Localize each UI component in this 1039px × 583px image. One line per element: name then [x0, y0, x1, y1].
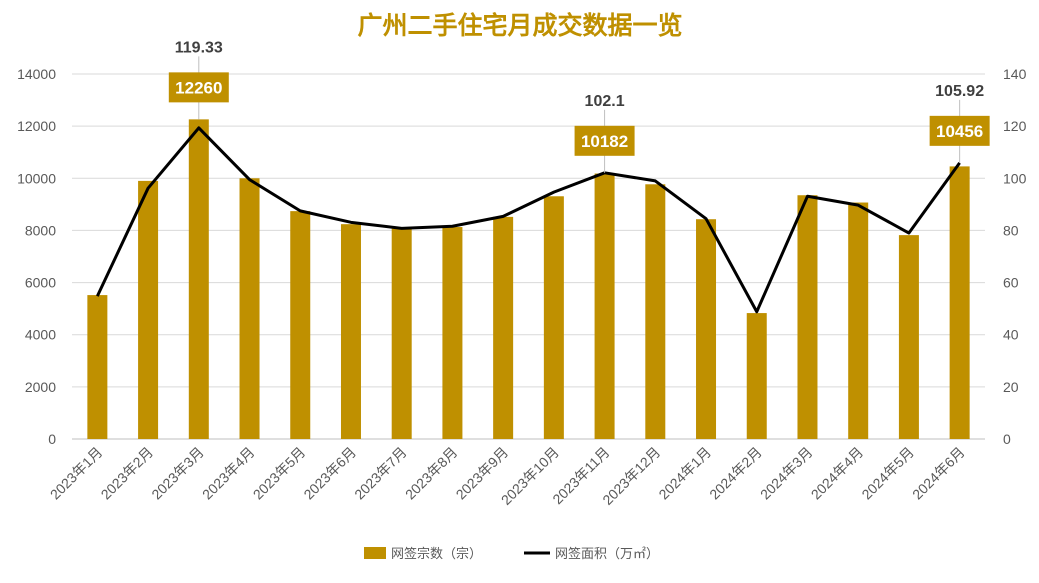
left-axis-ticks: 0 2000 4000 6000 8000 10000 12000 14000	[17, 66, 56, 447]
legend-label-bar: 网签宗数（宗）	[391, 546, 482, 561]
left-tick-label: 0	[48, 431, 56, 447]
right-tick-label: 80	[1003, 222, 1019, 238]
left-tick-label: 8000	[25, 222, 56, 238]
x-tick-label: 2023年3月	[148, 444, 207, 503]
left-tick-label: 12000	[17, 118, 56, 134]
bar	[87, 295, 107, 439]
legend-swatch-bar	[364, 547, 386, 559]
x-tick-label: 2024年2月	[706, 444, 765, 503]
left-tick-label: 2000	[25, 379, 56, 395]
bar	[493, 217, 513, 439]
x-tick-label: 2024年4月	[808, 444, 867, 503]
bar-value-label: 10456	[936, 122, 983, 141]
x-tick-label: 2023年7月	[351, 444, 410, 503]
annotations: 12260 119.33 10182 102.1 10456 105.92	[169, 39, 990, 172]
bars	[87, 119, 969, 439]
line-series	[97, 128, 959, 312]
bar	[138, 181, 158, 439]
x-tick-label: 2023年2月	[98, 444, 157, 503]
x-tick-label: 2024年3月	[757, 444, 816, 503]
x-tick-label: 2023年4月	[199, 444, 258, 503]
left-tick-label: 4000	[25, 327, 56, 343]
bar	[747, 313, 767, 439]
x-tick-label: 2024年5月	[858, 444, 917, 503]
line-path	[97, 128, 959, 312]
line-value-label: 119.33	[175, 39, 223, 56]
x-tick-label: 2024年6月	[909, 444, 968, 503]
bar	[645, 184, 665, 439]
left-tick-label: 14000	[17, 66, 56, 82]
x-tick-label: 2023年6月	[300, 444, 359, 503]
gridlines	[72, 74, 985, 439]
right-tick-label: 40	[1003, 327, 1019, 343]
bar-value-label: 12260	[175, 78, 222, 97]
bar	[848, 203, 868, 439]
bar	[595, 174, 615, 439]
x-tick-label: 2023年1月	[47, 444, 106, 503]
line-value-label: 105.92	[935, 83, 984, 100]
chart-title: 广州二手住宅月成交数据一览	[357, 11, 682, 40]
right-tick-label: 140	[1003, 66, 1027, 82]
bar	[950, 166, 970, 439]
bar	[544, 196, 564, 439]
bar	[442, 227, 462, 439]
right-tick-label: 100	[1003, 170, 1027, 186]
left-tick-label: 6000	[25, 275, 56, 291]
bar	[189, 119, 209, 439]
x-axis-labels: 2023年1月2023年2月2023年3月2023年4月2023年5月2023年…	[47, 444, 968, 508]
bar	[341, 224, 361, 439]
right-tick-label: 120	[1003, 118, 1027, 134]
line-value-label: 102.1	[585, 93, 625, 110]
bar	[392, 229, 412, 439]
right-axis-ticks: 0 20 40 60 80 100 120 140	[1003, 66, 1027, 447]
x-tick-label: 2023年5月	[250, 444, 309, 503]
right-tick-label: 60	[1003, 275, 1019, 291]
bar-value-label: 10182	[581, 132, 628, 151]
left-tick-label: 10000	[17, 170, 56, 186]
right-tick-label: 20	[1003, 379, 1019, 395]
bar	[899, 235, 919, 439]
legend-label-line: 网签面积（万㎡）	[555, 546, 659, 561]
bar	[797, 195, 817, 439]
legend: 网签宗数（宗） 网签面积（万㎡）	[364, 546, 659, 561]
x-tick-label: 2023年8月	[402, 444, 461, 503]
right-tick-label: 0	[1003, 431, 1011, 447]
bar	[696, 219, 716, 439]
bar	[240, 178, 260, 439]
bar	[290, 211, 310, 439]
x-tick-label: 2024年1月	[656, 444, 715, 503]
